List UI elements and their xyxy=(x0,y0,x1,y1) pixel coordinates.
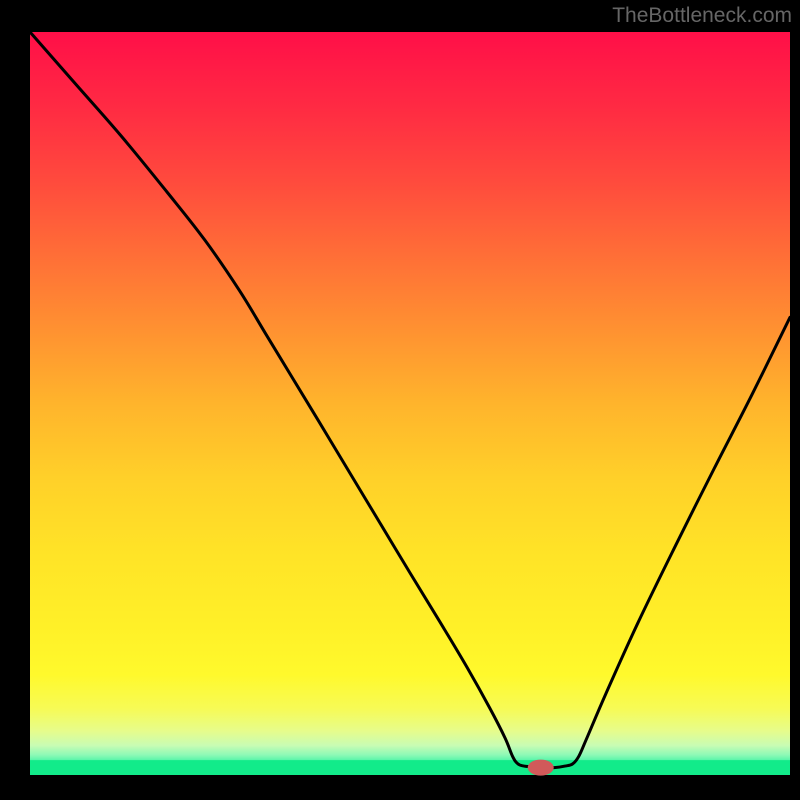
chart-frame: TheBottleneck.com xyxy=(0,0,800,800)
gradient-plot-area xyxy=(0,0,800,800)
bottom-green-band xyxy=(30,760,790,775)
plot-background-rect xyxy=(30,32,790,775)
attribution-text: TheBottleneck.com xyxy=(612,4,792,28)
